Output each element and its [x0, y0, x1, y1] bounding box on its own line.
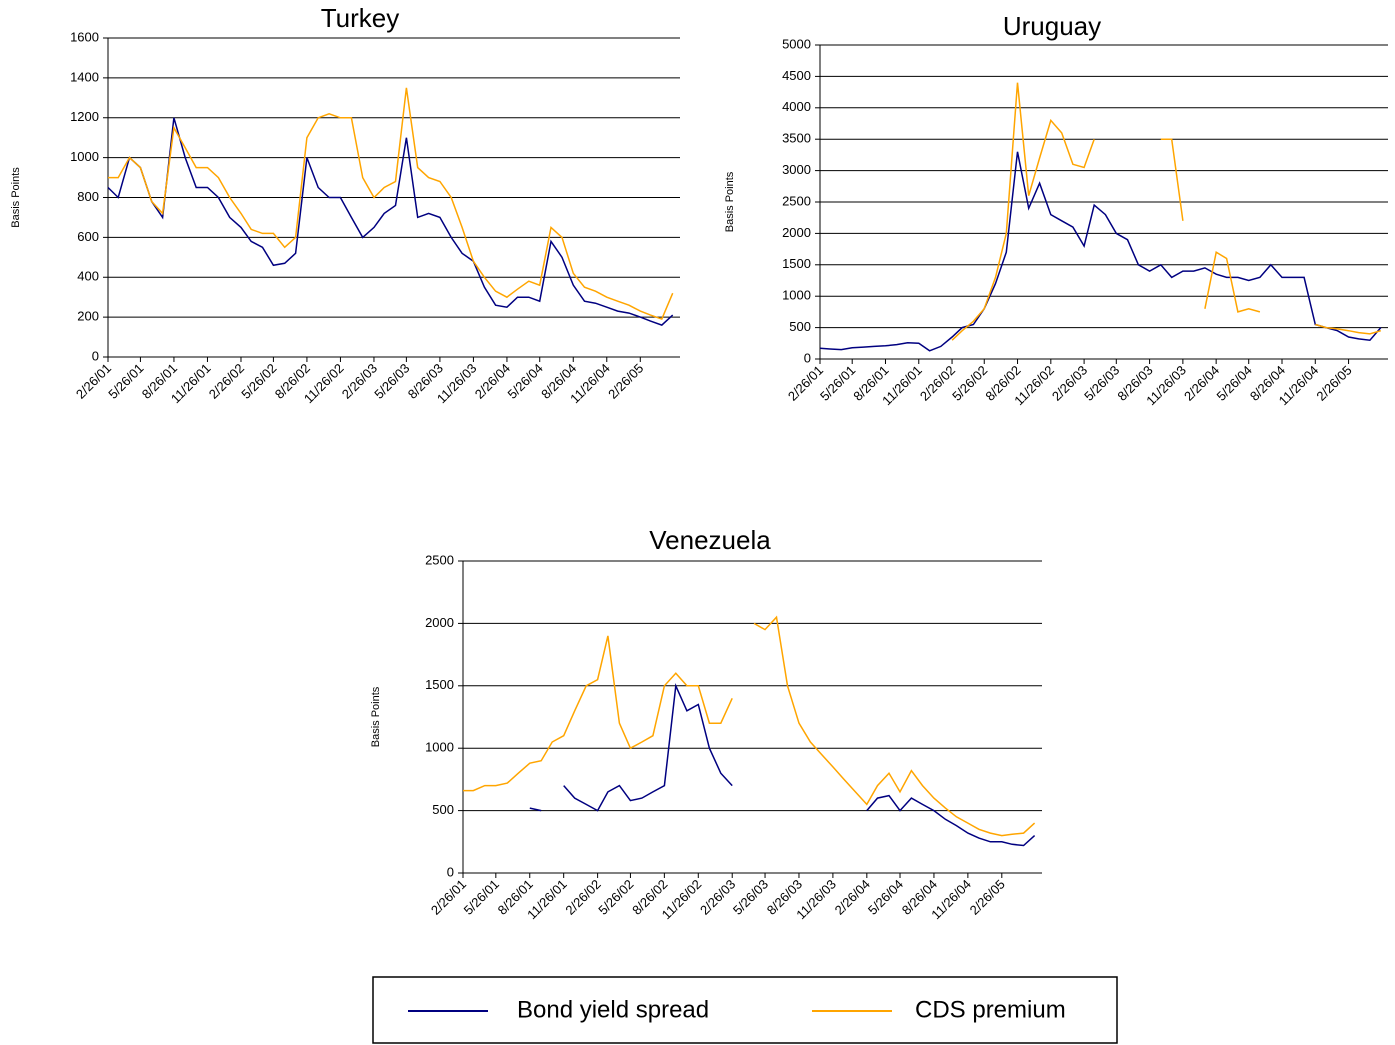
y-tick-label: 1400 — [70, 69, 99, 84]
x-tick-label: 2/26/02 — [562, 877, 603, 918]
y-tick-label: 0 — [92, 348, 99, 363]
x-tick-label: 2/26/05 — [967, 877, 1008, 918]
series-line — [1315, 323, 1382, 335]
x-tick-label: 5/26/02 — [949, 363, 990, 404]
y-tick-label: 600 — [77, 229, 99, 244]
series-line — [1160, 138, 1184, 221]
series-line — [529, 807, 542, 812]
x-tick-label: 5/26/04 — [505, 361, 546, 402]
x-tick-label: 2/26/03 — [697, 877, 738, 918]
y-tick-label: 1200 — [70, 109, 99, 124]
y-tick-label: 800 — [77, 189, 99, 204]
y-tick-label: 500 — [789, 319, 811, 334]
y-tick-label: 2500 — [782, 193, 811, 208]
x-tick-label: 5/26/03 — [1081, 363, 1122, 404]
y-axis-label: Basis Points — [10, 167, 22, 228]
series-line — [866, 794, 1036, 847]
y-tick-label: 200 — [77, 309, 99, 324]
y-tick-label: 1600 — [70, 29, 99, 44]
x-tick-label: 2/26/01 — [785, 363, 826, 404]
y-tick-label: 4000 — [782, 99, 811, 114]
y-tick-label: 3500 — [782, 131, 811, 146]
x-tick-label: 2/26/05 — [1313, 363, 1354, 404]
x-tick-label: 2/26/02 — [917, 363, 958, 404]
x-tick-label: 5/26/01 — [817, 363, 858, 404]
x-tick-label: 5/26/04 — [1214, 363, 1255, 404]
chart-title: Venezuela — [649, 525, 771, 555]
y-tick-label: 1000 — [70, 149, 99, 164]
series-line — [1204, 251, 1261, 313]
y-tick-label: 400 — [77, 269, 99, 284]
y-tick-label: 1500 — [782, 256, 811, 271]
y-tick-label: 1500 — [425, 677, 454, 692]
y-tick-label: 1000 — [425, 740, 454, 755]
series-line — [951, 82, 1095, 341]
chart: Uruguay Basis Points 0 500 1000 1500 2000 2500 3… — [724, 11, 1388, 408]
legend-box — [372, 976, 1118, 1044]
series-line — [563, 682, 733, 812]
y-axis-label: Basis Points — [724, 171, 736, 232]
x-tick-label: 2/26/01 — [73, 361, 114, 402]
y-tick-label: 3000 — [782, 162, 811, 177]
x-tick-label: 5/26/03 — [371, 361, 412, 402]
x-tick-label: 5/26/01 — [461, 877, 502, 918]
y-tick-label: 0 — [804, 350, 811, 365]
x-tick-label: 2/26/04 — [472, 361, 513, 402]
chart: Turkey Basis Points 0 200 400 600 800 1000 1200 1… — [10, 3, 680, 406]
y-tick-label: 5000 — [782, 36, 811, 51]
y-tick-label: 500 — [432, 802, 454, 817]
x-tick-label: 5/26/03 — [730, 877, 771, 918]
series-line — [463, 635, 733, 792]
x-tick-label: 2/26/04 — [1181, 363, 1222, 404]
x-tick-label: 2/26/04 — [832, 877, 873, 918]
y-tick-label: 1000 — [782, 288, 811, 303]
legend-label: CDS premium — [915, 996, 1066, 1023]
series-line — [753, 615, 1036, 837]
x-tick-label: 2/26/03 — [1049, 363, 1090, 404]
y-tick-label: 0 — [447, 864, 454, 879]
series-line — [108, 87, 674, 321]
x-tick-label: 5/26/02 — [238, 361, 279, 402]
chart-title: Turkey — [321, 3, 400, 33]
chart-title: Uruguay — [1003, 11, 1101, 41]
series-line — [107, 117, 674, 326]
y-tick-label: 4500 — [782, 68, 811, 83]
y-tick-label: 2500 — [425, 552, 454, 567]
x-tick-label: 2/26/03 — [339, 361, 380, 402]
x-tick-label: 5/26/02 — [595, 877, 636, 918]
x-tick-label: 2/26/02 — [206, 361, 247, 402]
chart: Venezuela Basis Points 0 500 1000 1500 2000 250… — [370, 525, 1042, 922]
legend-label: Bond yield spread — [517, 996, 709, 1023]
series-line — [819, 151, 1382, 352]
x-tick-label: 5/26/04 — [865, 877, 906, 918]
y-tick-label: 2000 — [782, 225, 811, 240]
x-tick-label: 2/26/01 — [428, 877, 469, 918]
x-tick-label: 2/26/05 — [605, 361, 646, 402]
x-tick-label: 5/26/01 — [105, 361, 146, 402]
y-axis-label: Basis Points — [370, 686, 382, 747]
y-tick-label: 2000 — [425, 615, 454, 630]
